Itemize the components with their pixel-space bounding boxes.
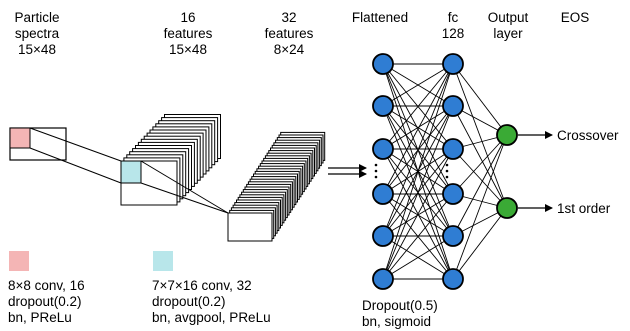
conv1-notes: 8×8 conv, 16 dropout(0.2) bn, PReLu — [8, 278, 85, 326]
conv2-note-line3: bn, avgpool, PReLu — [152, 310, 271, 325]
edge-flat-5-fc-1 — [382, 105, 454, 280]
edge-fc-0-out-0 — [452, 63, 508, 136]
flatten-header: Flattened — [340, 10, 420, 26]
fc-header: fc 128 — [433, 10, 473, 42]
conv2-kernel-marker — [120, 160, 142, 184]
output-label-first-order: 1st order — [557, 201, 611, 216]
flatten-neuron-2 — [372, 95, 394, 117]
fc-neuron-1 — [442, 53, 464, 75]
conv2-header-line1: 32 — [281, 10, 297, 25]
flatten-neuron-6 — [372, 268, 394, 290]
network-neurons — [372, 53, 518, 290]
conv1-header-line2: features — [163, 26, 213, 41]
fc-note-line1: Dropout(0.5) — [362, 298, 438, 313]
fc-note-line2: bn, sigmoid — [362, 314, 432, 329]
output-header: Output layer — [480, 10, 536, 42]
ellipsis-dot-0-1 — [374, 169, 378, 173]
fc-neuron-6 — [442, 268, 464, 290]
conv1-kernel-marker — [9, 127, 31, 149]
projection-line-2a — [140, 160, 229, 214]
edge-flat-5-fc-0 — [382, 63, 454, 280]
ellipsis-dot-1-2 — [445, 175, 449, 179]
flatten-neuron-4 — [372, 183, 394, 205]
edge-flat-5-fc-3 — [382, 193, 454, 280]
edge-flat-2-fc-0 — [382, 63, 454, 150]
fc-notes: Dropout(0.5) bn, sigmoid — [362, 298, 438, 330]
conv2-note-line2: dropout(0.2) — [152, 294, 226, 309]
fc-neuron-3 — [442, 138, 464, 160]
output-header-line1: Output — [487, 10, 529, 25]
input-header: Particle spectra 15×48 — [4, 10, 70, 58]
conv2-header: 32 features 8×24 — [256, 10, 322, 58]
projection-line-1a — [29, 127, 122, 162]
edge-flat-3-fc-0 — [382, 63, 454, 195]
edge-fc-2-out-1 — [452, 148, 508, 209]
input-header-line3: 15×48 — [18, 42, 56, 57]
eos-header-line1: EOS — [560, 10, 590, 25]
ellipsis-dot-1-1 — [445, 169, 449, 173]
fc-header-line1: fc — [447, 10, 459, 25]
conv1-note-line3: bn, PReLu — [8, 310, 72, 325]
ellipsis-dot-0-0 — [374, 163, 378, 167]
edge-flat-5-fc-4 — [382, 235, 454, 280]
conv1-kernel-swatch — [9, 251, 29, 271]
input-header-line2: spectra — [14, 26, 60, 41]
flatten-header-line1: Flattened — [351, 10, 409, 25]
projection-line-2b — [140, 182, 229, 214]
fc-neuron-4 — [442, 183, 464, 205]
fc-neuron-5 — [442, 225, 464, 247]
edge-flat-1-fc-0 — [382, 63, 454, 107]
ellipsis-dot-0-2 — [374, 175, 378, 179]
conv1-header: 16 features 15×48 — [155, 10, 221, 58]
input-header-line1: Particle — [14, 10, 60, 25]
flatten-neuron-3 — [372, 138, 394, 160]
conv2-kernel-swatch — [153, 251, 173, 271]
conv1-note-line2: dropout(0.2) — [8, 294, 82, 309]
conv2-feature-stack — [227, 131, 326, 242]
conv2-header-line2: features — [264, 26, 314, 41]
projection-line-1b — [29, 147, 122, 184]
eos-header: EOS — [550, 10, 600, 26]
edge-flat-2-fc-1 — [382, 105, 454, 150]
edge-fc-5-out-0 — [452, 134, 508, 280]
conv1-note-line1: 8×8 conv, 16 — [8, 278, 85, 293]
flatten-neuron-5 — [372, 225, 394, 247]
ellipsis-dot-1-0 — [445, 163, 449, 167]
output-neuron-1 — [496, 124, 518, 146]
conv2-feature-map-32 — [227, 212, 273, 242]
fc-neuron-2 — [442, 95, 464, 117]
fc-header-line2: 128 — [441, 26, 465, 41]
neuron-ellipsis — [374, 163, 449, 179]
edge-fc-1-out-1 — [452, 105, 508, 209]
edge-flat-4-fc-0 — [382, 63, 454, 237]
conv1-feature-stack — [120, 114, 221, 206]
conv2-header-line3: 8×24 — [273, 42, 305, 57]
network-connections — [382, 63, 508, 280]
output-label-crossover: Crossover — [557, 128, 619, 143]
output-neuron-2 — [496, 197, 518, 219]
conv2-note-line1: 7×7×16 conv, 32 — [152, 278, 252, 293]
conv1-header-line3: 15×48 — [169, 42, 207, 57]
edge-fc-3-out-0 — [452, 134, 508, 195]
edge-fc-4-out-0 — [452, 134, 508, 237]
conv1-header-line1: 16 — [180, 10, 196, 25]
edge-flat-4-fc-3 — [382, 193, 454, 237]
flatten-neuron-1 — [372, 53, 394, 75]
edge-fc-0-out-1 — [452, 63, 508, 209]
conv2-notes: 7×7×16 conv, 32 dropout(0.2) bn, avgpool… — [152, 278, 271, 326]
output-header-line2: layer — [493, 26, 523, 41]
edge-flat-5-fc-2 — [382, 148, 454, 280]
edge-fc-5-out-1 — [452, 207, 508, 280]
